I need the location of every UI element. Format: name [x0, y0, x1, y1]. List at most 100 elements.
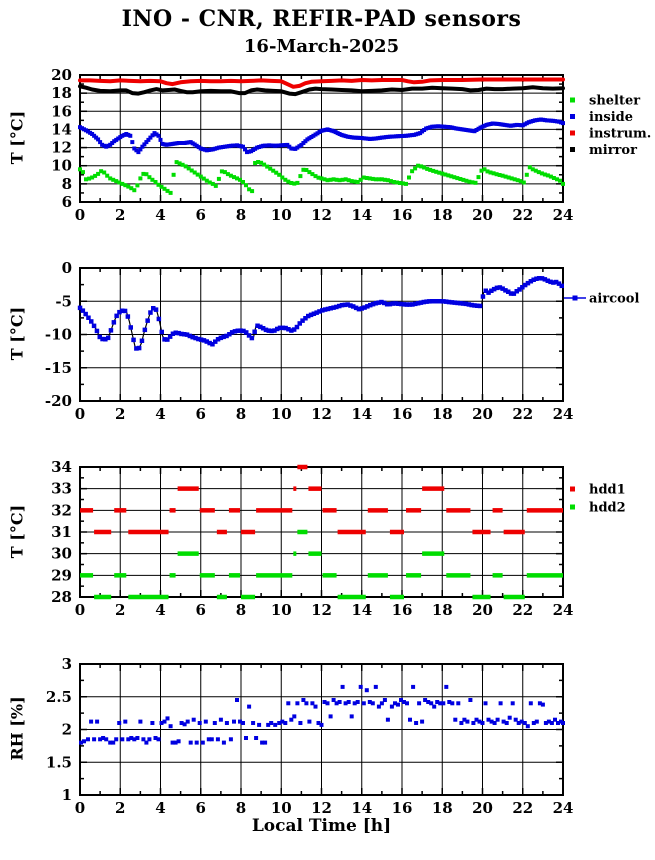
x-tick-label: 8: [236, 206, 246, 224]
legend-label: hdd2: [589, 501, 626, 516]
x-tick-label: 12: [311, 601, 332, 619]
x-tick-label: 10: [271, 601, 292, 619]
legend-marker-instrum.: [570, 130, 575, 136]
series-hdd2: [80, 529, 563, 600]
y-tick-label: -20: [45, 392, 72, 410]
x-tick-label: 0: [75, 405, 85, 423]
y-tick-label: 34: [51, 458, 72, 476]
x-tick-label: 14: [351, 799, 372, 817]
x-tick-label: 10: [271, 206, 292, 224]
x-tick-label: 22: [512, 206, 533, 224]
chart-title: INO - CNR, REFIR-PAD sensors: [121, 6, 522, 32]
x-tick-label: 14: [351, 405, 372, 423]
x-axis-label: Local Time [h]: [251, 816, 392, 836]
x-tick-label: 16: [392, 601, 413, 619]
x-tick-label: 14: [351, 601, 372, 619]
y-tick-label: -15: [45, 359, 72, 377]
x-tick-label: 12: [311, 799, 332, 817]
x-tick-label: 8: [236, 799, 246, 817]
series-inside: [78, 117, 565, 155]
panel-1: 0 2 4 6 8 10 12 14 16 18 20 22 2468101214161820shelt…: [51, 66, 651, 224]
y-tick-label: -5: [55, 292, 72, 310]
x-tick-label: 6: [196, 799, 206, 817]
x-tick-label: 16: [392, 206, 413, 224]
x-tick-label: 18: [432, 206, 453, 224]
x-tick-label: 2: [115, 405, 125, 423]
legend-marker-hdd1: [570, 486, 575, 492]
legend-label: instrum.: [589, 127, 651, 142]
y-tick-label: 3: [62, 655, 72, 673]
x-tick-label: 8: [236, 601, 246, 619]
legend-label: aircool: [589, 292, 639, 307]
x-tick-label: 18: [432, 799, 453, 817]
x-tick-label: 24: [553, 405, 574, 423]
x-tick-label: 2: [115, 206, 125, 224]
y-tick-label: 0: [62, 259, 72, 277]
legend-label: inside: [589, 110, 633, 125]
x-tick-label: 22: [512, 601, 533, 619]
x-tick-label: 18: [432, 601, 453, 619]
y-tick-label: -10: [45, 326, 72, 344]
x-tick-label: 2: [115, 799, 125, 817]
legend-marker-mirror: [570, 147, 575, 152]
y-tick-label: 18: [51, 84, 72, 102]
y-tick-label: 10: [51, 157, 72, 175]
y-tick-label: 12: [51, 139, 72, 157]
x-tick-label: 22: [512, 405, 533, 423]
y-tick-label: 33: [51, 480, 72, 498]
x-tick-label: 16: [392, 405, 413, 423]
x-tick-label: 24: [553, 206, 574, 224]
legend-marker-inside: [570, 114, 575, 119]
series-shelter: [78, 160, 565, 195]
y-tick-label: 14: [51, 120, 72, 138]
x-tick-label: 12: [311, 405, 332, 423]
x-tick-label: 2: [115, 601, 125, 619]
series-rh: [79, 684, 565, 745]
y-tick-label: 16: [51, 102, 72, 120]
x-tick-label: 4: [155, 601, 165, 619]
y-tick-label: 1.5: [46, 753, 72, 771]
legend-panel-3: hdd1 hdd2: [570, 483, 626, 516]
y-tick-label: 1: [62, 786, 72, 804]
legend-label: shelter: [589, 94, 640, 109]
series-aircool: [77, 276, 564, 351]
x-tick-label: 10: [271, 799, 292, 817]
y-tick-label: 8: [62, 175, 72, 193]
x-tick-label: 20: [472, 405, 493, 423]
legend-marker-shelter: [570, 97, 575, 103]
x-tick-label: 18: [432, 405, 453, 423]
x-tick-label: 6: [196, 405, 206, 423]
x-tick-label: 22: [512, 799, 533, 817]
x-tick-label: 6: [196, 206, 206, 224]
x-tick-label: 16: [392, 799, 413, 817]
x-tick-label: 0: [75, 799, 85, 817]
legend-label: mirror: [589, 143, 637, 158]
series-mirror: [78, 84, 565, 97]
x-tick-label: 4: [155, 799, 165, 817]
x-tick-label: 24: [553, 601, 574, 619]
series-instrum.: [78, 77, 565, 89]
x-tick-label: 24: [553, 799, 574, 817]
chart-subtitle: 16-March-2025: [243, 36, 400, 57]
x-tick-label: 6: [196, 601, 206, 619]
y-tick-label: 20: [51, 66, 72, 84]
x-tick-label: 8: [236, 405, 246, 423]
x-tick-label: 20: [472, 799, 493, 817]
y-tick-label: 2: [62, 721, 72, 739]
x-tick-label: 20: [472, 601, 493, 619]
y-tick-label: 2.5: [46, 688, 72, 706]
x-tick-label: 14: [351, 206, 372, 224]
x-tick-label: 10: [271, 405, 292, 423]
x-tick-label: 4: [155, 206, 165, 224]
y-tick-label: 31: [51, 523, 72, 541]
y-tick-label: 29: [51, 566, 72, 584]
legend-label: hdd1: [589, 483, 626, 498]
x-tick-label: 0: [75, 601, 85, 619]
y-tick-label: 6: [62, 193, 72, 211]
legend-panel-2: aircool: [564, 292, 639, 307]
x-tick-label: 0: [75, 206, 85, 224]
